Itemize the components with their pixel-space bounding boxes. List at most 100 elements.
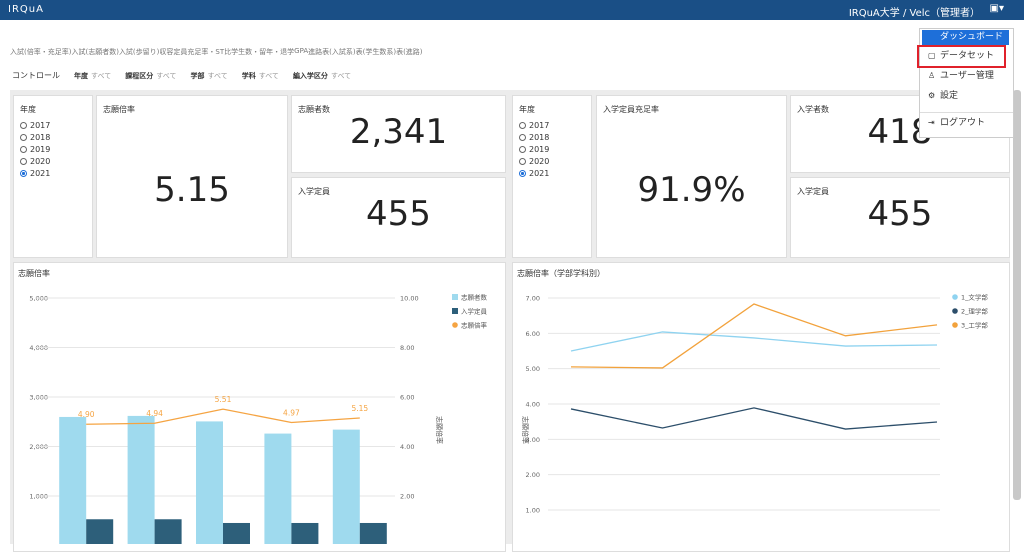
- menu-item[interactable]: ▢ データセット: [920, 46, 1013, 66]
- kpi-card: 志願者数 2,341: [291, 95, 506, 173]
- year-option[interactable]: 2018: [20, 132, 50, 144]
- year-label: 2020: [529, 157, 550, 166]
- tab[interactable]: 表(進路): [396, 48, 423, 56]
- tab[interactable]: 学生数・留年・退学: [231, 48, 295, 56]
- tab[interactable]: 入試(歩留り): [118, 48, 160, 56]
- radio[interactable]: [20, 170, 27, 177]
- menu-item[interactable]: ⚙ 設定: [920, 86, 1013, 106]
- dropdown-menu: ダッシュボード ▢ データセット ♙ ユーザー管理 ⚙ 設定 ⇥ ログアウト: [917, 28, 1014, 138]
- kpi-value: 2,341: [349, 112, 448, 152]
- tab[interactable]: 表(学生数系): [355, 48, 397, 56]
- menu-item[interactable]: ♙ ユーザー管理: [920, 66, 1013, 86]
- kpi-card: 入学定員充足率 91.9%: [596, 95, 787, 258]
- y-tick-label: 8.00: [400, 344, 414, 352]
- kpi-value: 91.9%: [637, 170, 746, 210]
- kpi-title: 入学者数: [797, 105, 829, 114]
- menu-label: ログアウト: [940, 118, 986, 128]
- year-label: 2020: [30, 157, 51, 166]
- data-label: 5.15: [351, 404, 368, 413]
- brand[interactable]: IRQuA: [8, 4, 44, 15]
- menu-icon: ▢: [928, 51, 936, 60]
- year-option[interactable]: 2020: [519, 156, 549, 168]
- kpi-card: 入学定員 455: [790, 177, 1010, 258]
- chart-title: 志願倍率（学部学科別）: [517, 268, 605, 278]
- year-option[interactable]: 2019: [519, 144, 549, 156]
- year-label: 2021: [529, 169, 550, 178]
- year-title: 年度: [20, 105, 36, 114]
- bar: [59, 416, 87, 544]
- year-label: 2018: [30, 133, 51, 142]
- bar: [196, 421, 223, 544]
- filter-label: コントロール: [12, 71, 60, 80]
- filter-name: 年度: [74, 72, 88, 80]
- bar: [264, 433, 292, 544]
- data-label: 4.94: [146, 409, 163, 418]
- year-option[interactable]: 2021: [20, 168, 50, 180]
- filter-value: すべて: [156, 72, 177, 80]
- year-option[interactable]: 2021: [519, 168, 549, 180]
- bar: [127, 415, 155, 544]
- year-option[interactable]: 2017: [20, 120, 50, 132]
- data-label: 4.90: [78, 410, 95, 419]
- year-option[interactable]: 2017: [519, 120, 549, 132]
- radio[interactable]: [20, 158, 27, 165]
- user-icon[interactable]: ▣▾: [989, 3, 1004, 14]
- menu-icon: ⚙: [928, 91, 936, 100]
- radio[interactable]: [20, 146, 27, 153]
- y-tick-label: 4.00: [526, 400, 540, 408]
- scrollbar[interactable]: [1013, 90, 1021, 500]
- year-label: 2017: [30, 121, 51, 130]
- year-option[interactable]: 2018: [519, 132, 549, 144]
- tab[interactable]: GPA: [294, 47, 309, 55]
- menu-label: ユーザー管理: [940, 71, 994, 81]
- tab[interactable]: 収容定員充足率・ST比: [159, 48, 232, 56]
- highlight-box: [917, 45, 1006, 68]
- radio[interactable]: [20, 134, 27, 141]
- radio[interactable]: [519, 158, 526, 165]
- charts: 志願倍率1,0002,0003,0004,0005,0002.004.006.0…: [18, 268, 988, 544]
- legend-label: 志願者数: [461, 293, 488, 302]
- kpi-title: 志願者数: [298, 105, 330, 114]
- tab[interactable]: 入試(志願者数): [71, 48, 119, 56]
- radio[interactable]: [519, 122, 526, 129]
- menu-icon: ⇥: [928, 118, 935, 127]
- menu-item[interactable]: ⇥ ログアウト: [920, 112, 1013, 133]
- year-label: 2017: [529, 121, 550, 130]
- filter[interactable]: 課程区分 すべて: [125, 71, 176, 81]
- year-option[interactable]: 2019: [20, 144, 50, 156]
- year-title: 年度: [519, 105, 535, 114]
- filter[interactable]: 年度 すべて: [74, 71, 111, 81]
- y-tick-label: 3.00: [526, 436, 540, 444]
- radio[interactable]: [519, 134, 526, 141]
- filter-name: 学科: [241, 72, 256, 80]
- tab[interactable]: 入試(倍率・充足率): [10, 48, 72, 56]
- filter-value: すべて: [258, 72, 279, 80]
- year-option[interactable]: 2020: [20, 156, 50, 168]
- filter-value: すべて: [207, 72, 228, 80]
- filter[interactable]: 学科 すべて: [242, 71, 279, 81]
- user-name[interactable]: IRQuA大学 / Velc（管理者）: [848, 8, 980, 19]
- legend-marker: [452, 294, 458, 300]
- radio[interactable]: [519, 146, 526, 153]
- radio[interactable]: [20, 122, 27, 129]
- dashboard-area: 年度 2017 2018 2019 2020 2021 年度 2017 2018 2019 2020…: [10, 90, 1010, 552]
- y-tick-label: 6.00: [400, 394, 414, 402]
- chart-title: 志願倍率: [18, 268, 50, 278]
- filter-value: すべて: [91, 72, 112, 80]
- filter-value: すべて: [330, 72, 352, 80]
- legend-label: 入学定員: [461, 307, 488, 316]
- kpi-value: 5.15: [154, 170, 230, 210]
- y-tick-label: 7.00: [526, 295, 540, 303]
- filter[interactable]: 学部 すべて: [190, 71, 227, 81]
- tab[interactable]: 表(入試系): [322, 48, 356, 56]
- line: [86, 408, 360, 425]
- menu-label: データセット: [940, 51, 995, 61]
- filter-name: 学部: [190, 72, 205, 80]
- filter[interactable]: 編入学区分 すべて: [293, 71, 351, 81]
- dashboard-button[interactable]: ダッシュボード: [922, 30, 1009, 45]
- year-label: 2018: [529, 133, 550, 142]
- tab[interactable]: 進路: [308, 48, 323, 56]
- radio[interactable]: [519, 170, 526, 177]
- y-tick-label: 5.00: [526, 365, 540, 373]
